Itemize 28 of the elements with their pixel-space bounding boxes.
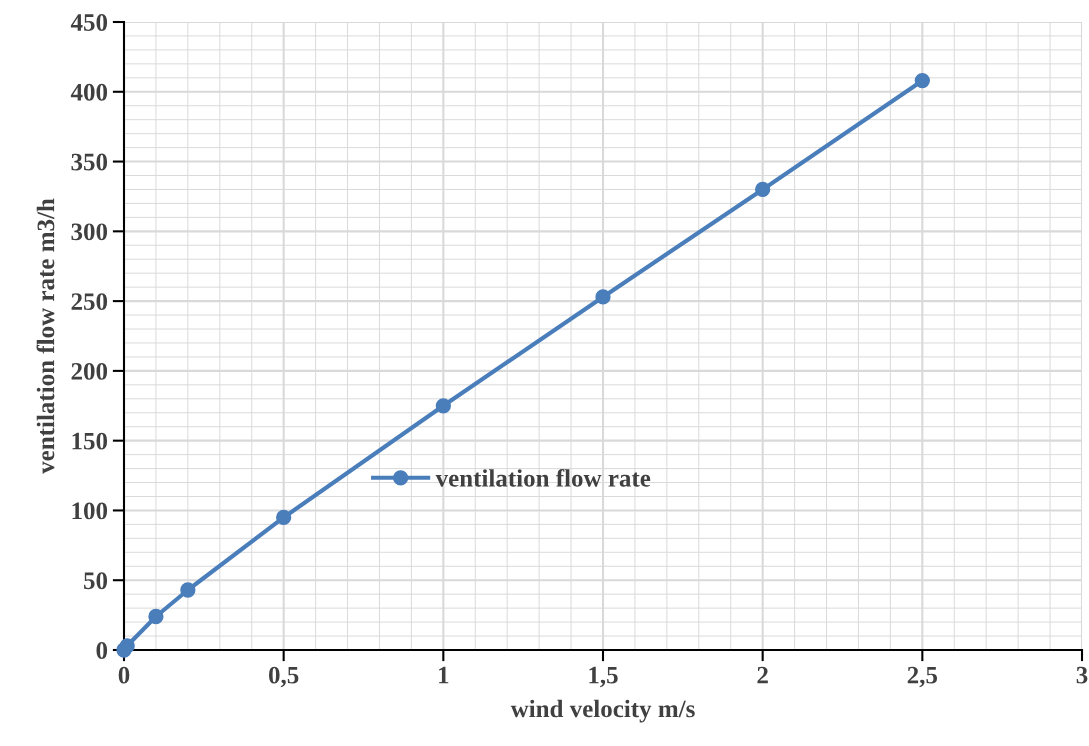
y-axis-title: ventilation flow rate m3/h	[36, 198, 55, 474]
x-tick-label: 2	[757, 666, 768, 684]
legend-label: ventilation flow rate	[435, 468, 651, 487]
y-tick-label: 300	[71, 223, 108, 241]
x-axis-title: wind velocity m/s	[510, 699, 695, 723]
y-tick-label: 350	[71, 153, 108, 171]
y-tick-label: 0	[96, 642, 108, 659]
x-tick-label: 1,5	[589, 666, 618, 688]
y-tick-label: 100	[72, 502, 108, 520]
x-tick-label: 0	[118, 666, 130, 684]
y-tick-label: 50	[84, 572, 108, 590]
point	[276, 509, 292, 526]
x-tick-label: 0,5	[268, 666, 299, 688]
point	[148, 608, 164, 625]
y-tick-label: 400	[70, 83, 108, 101]
point	[595, 289, 611, 305]
y-tick-label: 200	[71, 362, 108, 380]
point	[180, 582, 196, 598]
y-tick-label: 450	[70, 14, 108, 31]
y-tick-label: 250	[71, 293, 108, 311]
point	[914, 72, 930, 89]
point	[435, 398, 451, 414]
x-tick-label: 1	[439, 666, 449, 684]
y-tick-label: 150	[72, 432, 108, 450]
point	[755, 181, 771, 198]
x-tick-label: 3	[1076, 666, 1088, 684]
x-tick-label: 2,5	[907, 666, 938, 688]
point	[119, 638, 135, 654]
